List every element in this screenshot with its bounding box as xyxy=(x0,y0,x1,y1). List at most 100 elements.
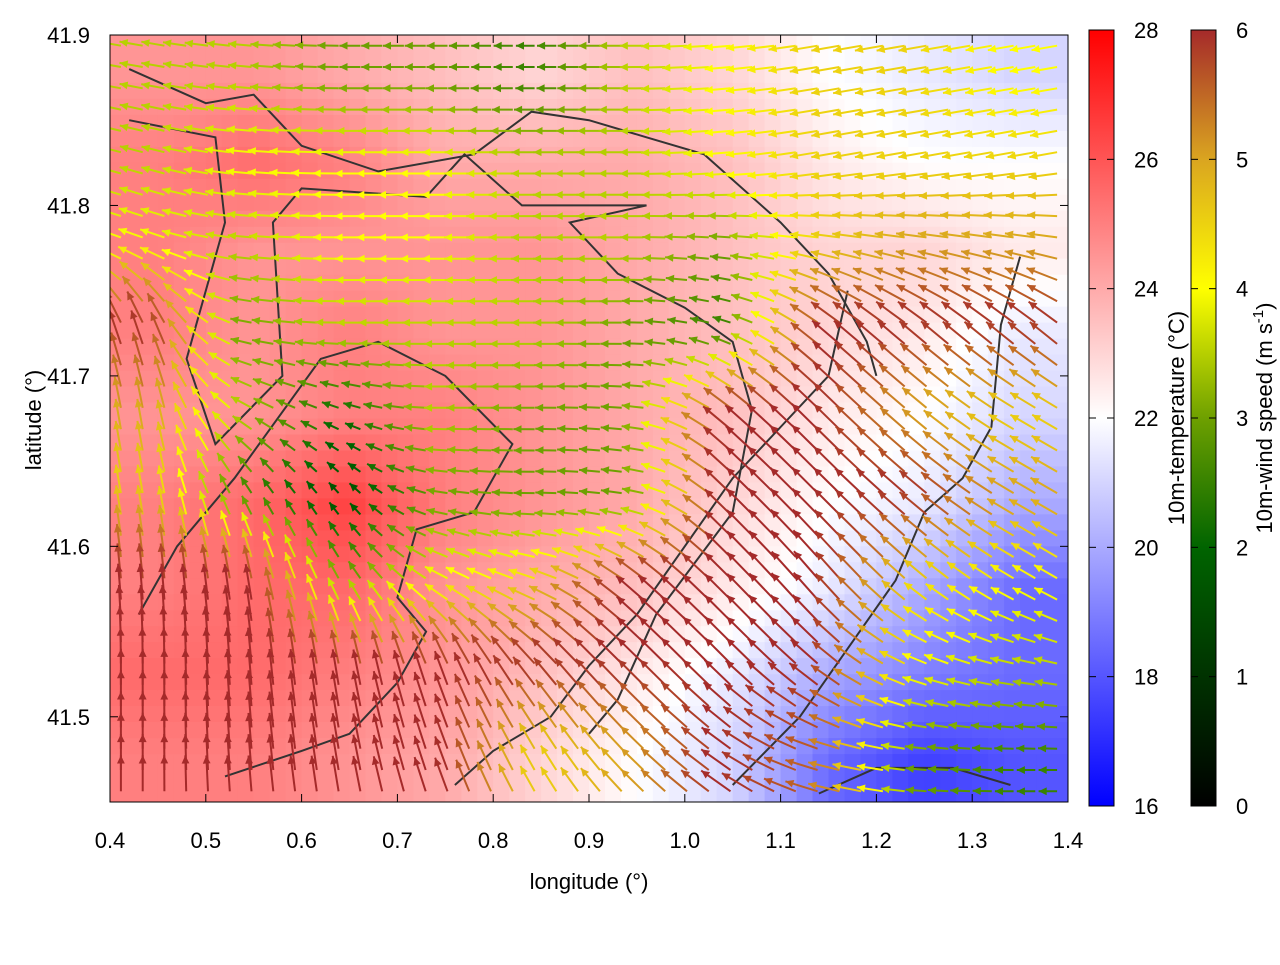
heatmap-cell xyxy=(477,179,494,196)
heatmap-cell xyxy=(509,451,526,468)
heatmap-cell xyxy=(142,451,159,468)
heatmap-cell xyxy=(509,387,526,404)
heatmap-cell xyxy=(541,275,558,292)
heatmap-cell xyxy=(254,195,271,212)
heatmap-cell xyxy=(860,115,877,132)
heatmap-cell xyxy=(557,355,574,372)
heatmap-cell xyxy=(477,786,494,803)
heatmap-cell xyxy=(190,67,207,84)
heatmap-cell xyxy=(733,514,750,531)
heatmap-cell xyxy=(142,466,159,483)
heatmap-cell xyxy=(238,770,255,787)
heatmap-cell xyxy=(541,403,558,420)
heatmap-cell xyxy=(174,67,191,84)
heatmap-cell xyxy=(254,770,271,787)
heatmap-cell xyxy=(1052,786,1069,803)
heatmap-cell xyxy=(190,466,207,483)
heatmap-cell xyxy=(589,387,606,404)
heatmap-cell xyxy=(381,770,398,787)
heatmap-cell xyxy=(557,754,574,771)
heatmap-cell xyxy=(892,770,909,787)
heatmap-cell xyxy=(445,259,462,276)
heatmap-cell xyxy=(1052,147,1069,164)
heatmap-cell xyxy=(318,466,335,483)
heatmap-cell xyxy=(765,115,782,132)
heatmap-cell xyxy=(286,466,303,483)
heatmap-cell xyxy=(876,371,893,388)
heatmap-cell xyxy=(1052,610,1069,627)
heatmap-cell xyxy=(350,786,367,803)
heatmap-cell xyxy=(142,786,159,803)
heatmap-cell xyxy=(318,546,335,563)
heatmap-cell xyxy=(541,195,558,212)
heatmap-cell xyxy=(350,35,367,52)
heatmap-cell xyxy=(477,514,494,531)
heatmap-cell xyxy=(573,403,590,420)
heatmap-cell xyxy=(222,259,239,276)
heatmap-cell xyxy=(940,115,957,132)
heatmap-cell xyxy=(190,658,207,675)
heatmap-cell xyxy=(190,770,207,787)
heatmap-cell xyxy=(557,626,574,643)
heatmap-cell xyxy=(477,371,494,388)
heatmap-cell xyxy=(174,722,191,739)
heatmap-cell xyxy=(717,115,734,132)
heatmap-cell xyxy=(525,387,542,404)
heatmap-cell xyxy=(717,195,734,212)
heatmap-cell xyxy=(685,259,702,276)
heatmap-cell xyxy=(1052,722,1069,739)
heatmap-cell xyxy=(541,227,558,244)
heatmap-cell xyxy=(940,546,957,563)
heatmap-cell xyxy=(254,163,271,180)
heatmap-cell xyxy=(381,722,398,739)
heatmap-cell xyxy=(286,211,303,228)
heatmap-cell xyxy=(222,323,239,340)
heatmap-cell xyxy=(621,387,638,404)
heatmap-cell xyxy=(142,530,159,547)
heatmap-cell xyxy=(1052,275,1069,292)
heatmap-cell xyxy=(318,51,335,68)
heatmap-cell xyxy=(254,722,271,739)
heatmap-cell xyxy=(1004,419,1021,436)
heatmap-cell xyxy=(956,179,973,196)
heatmap-cell xyxy=(589,35,606,52)
heatmap-cell xyxy=(573,51,590,68)
heatmap-cell xyxy=(302,291,319,308)
heatmap-cell xyxy=(509,99,526,116)
heatmap-cell xyxy=(445,275,462,292)
heatmap-cell xyxy=(653,195,670,212)
heatmap-cell xyxy=(621,83,638,100)
heatmap-cell xyxy=(366,291,383,308)
heatmap-cell xyxy=(1052,83,1069,100)
heatmap-cell xyxy=(477,243,494,260)
heatmap-cell xyxy=(1052,754,1069,771)
heatmap-cell xyxy=(621,259,638,276)
heatmap-cell xyxy=(381,131,398,148)
heatmap-cell xyxy=(461,211,478,228)
heatmap-cell xyxy=(126,658,143,675)
heatmap-cell xyxy=(1052,674,1069,691)
heatmap-cell xyxy=(717,179,734,196)
heatmap-cell xyxy=(940,179,957,196)
heatmap-cell xyxy=(908,770,925,787)
heatmap-cell xyxy=(956,754,973,771)
heatmap-cell xyxy=(541,466,558,483)
heatmap-cell xyxy=(541,387,558,404)
heatmap-cell xyxy=(429,307,446,324)
heatmap-cell xyxy=(381,482,398,499)
heatmap-cell xyxy=(892,51,909,68)
heatmap-cell xyxy=(238,195,255,212)
heatmap-cell xyxy=(286,419,303,436)
heatmap-cell xyxy=(174,131,191,148)
heatmap-cell xyxy=(413,35,430,52)
heatmap-cell xyxy=(110,594,127,611)
heatmap-cell xyxy=(956,211,973,228)
heatmap-cell xyxy=(797,339,814,356)
heatmap-cell xyxy=(270,147,287,164)
heatmap-cell xyxy=(956,115,973,132)
heatmap-cell xyxy=(669,115,686,132)
heatmap-cell xyxy=(254,147,271,164)
heatmap-cell xyxy=(637,674,654,691)
heatmap-cell xyxy=(429,323,446,340)
heatmap-cell xyxy=(142,546,159,563)
